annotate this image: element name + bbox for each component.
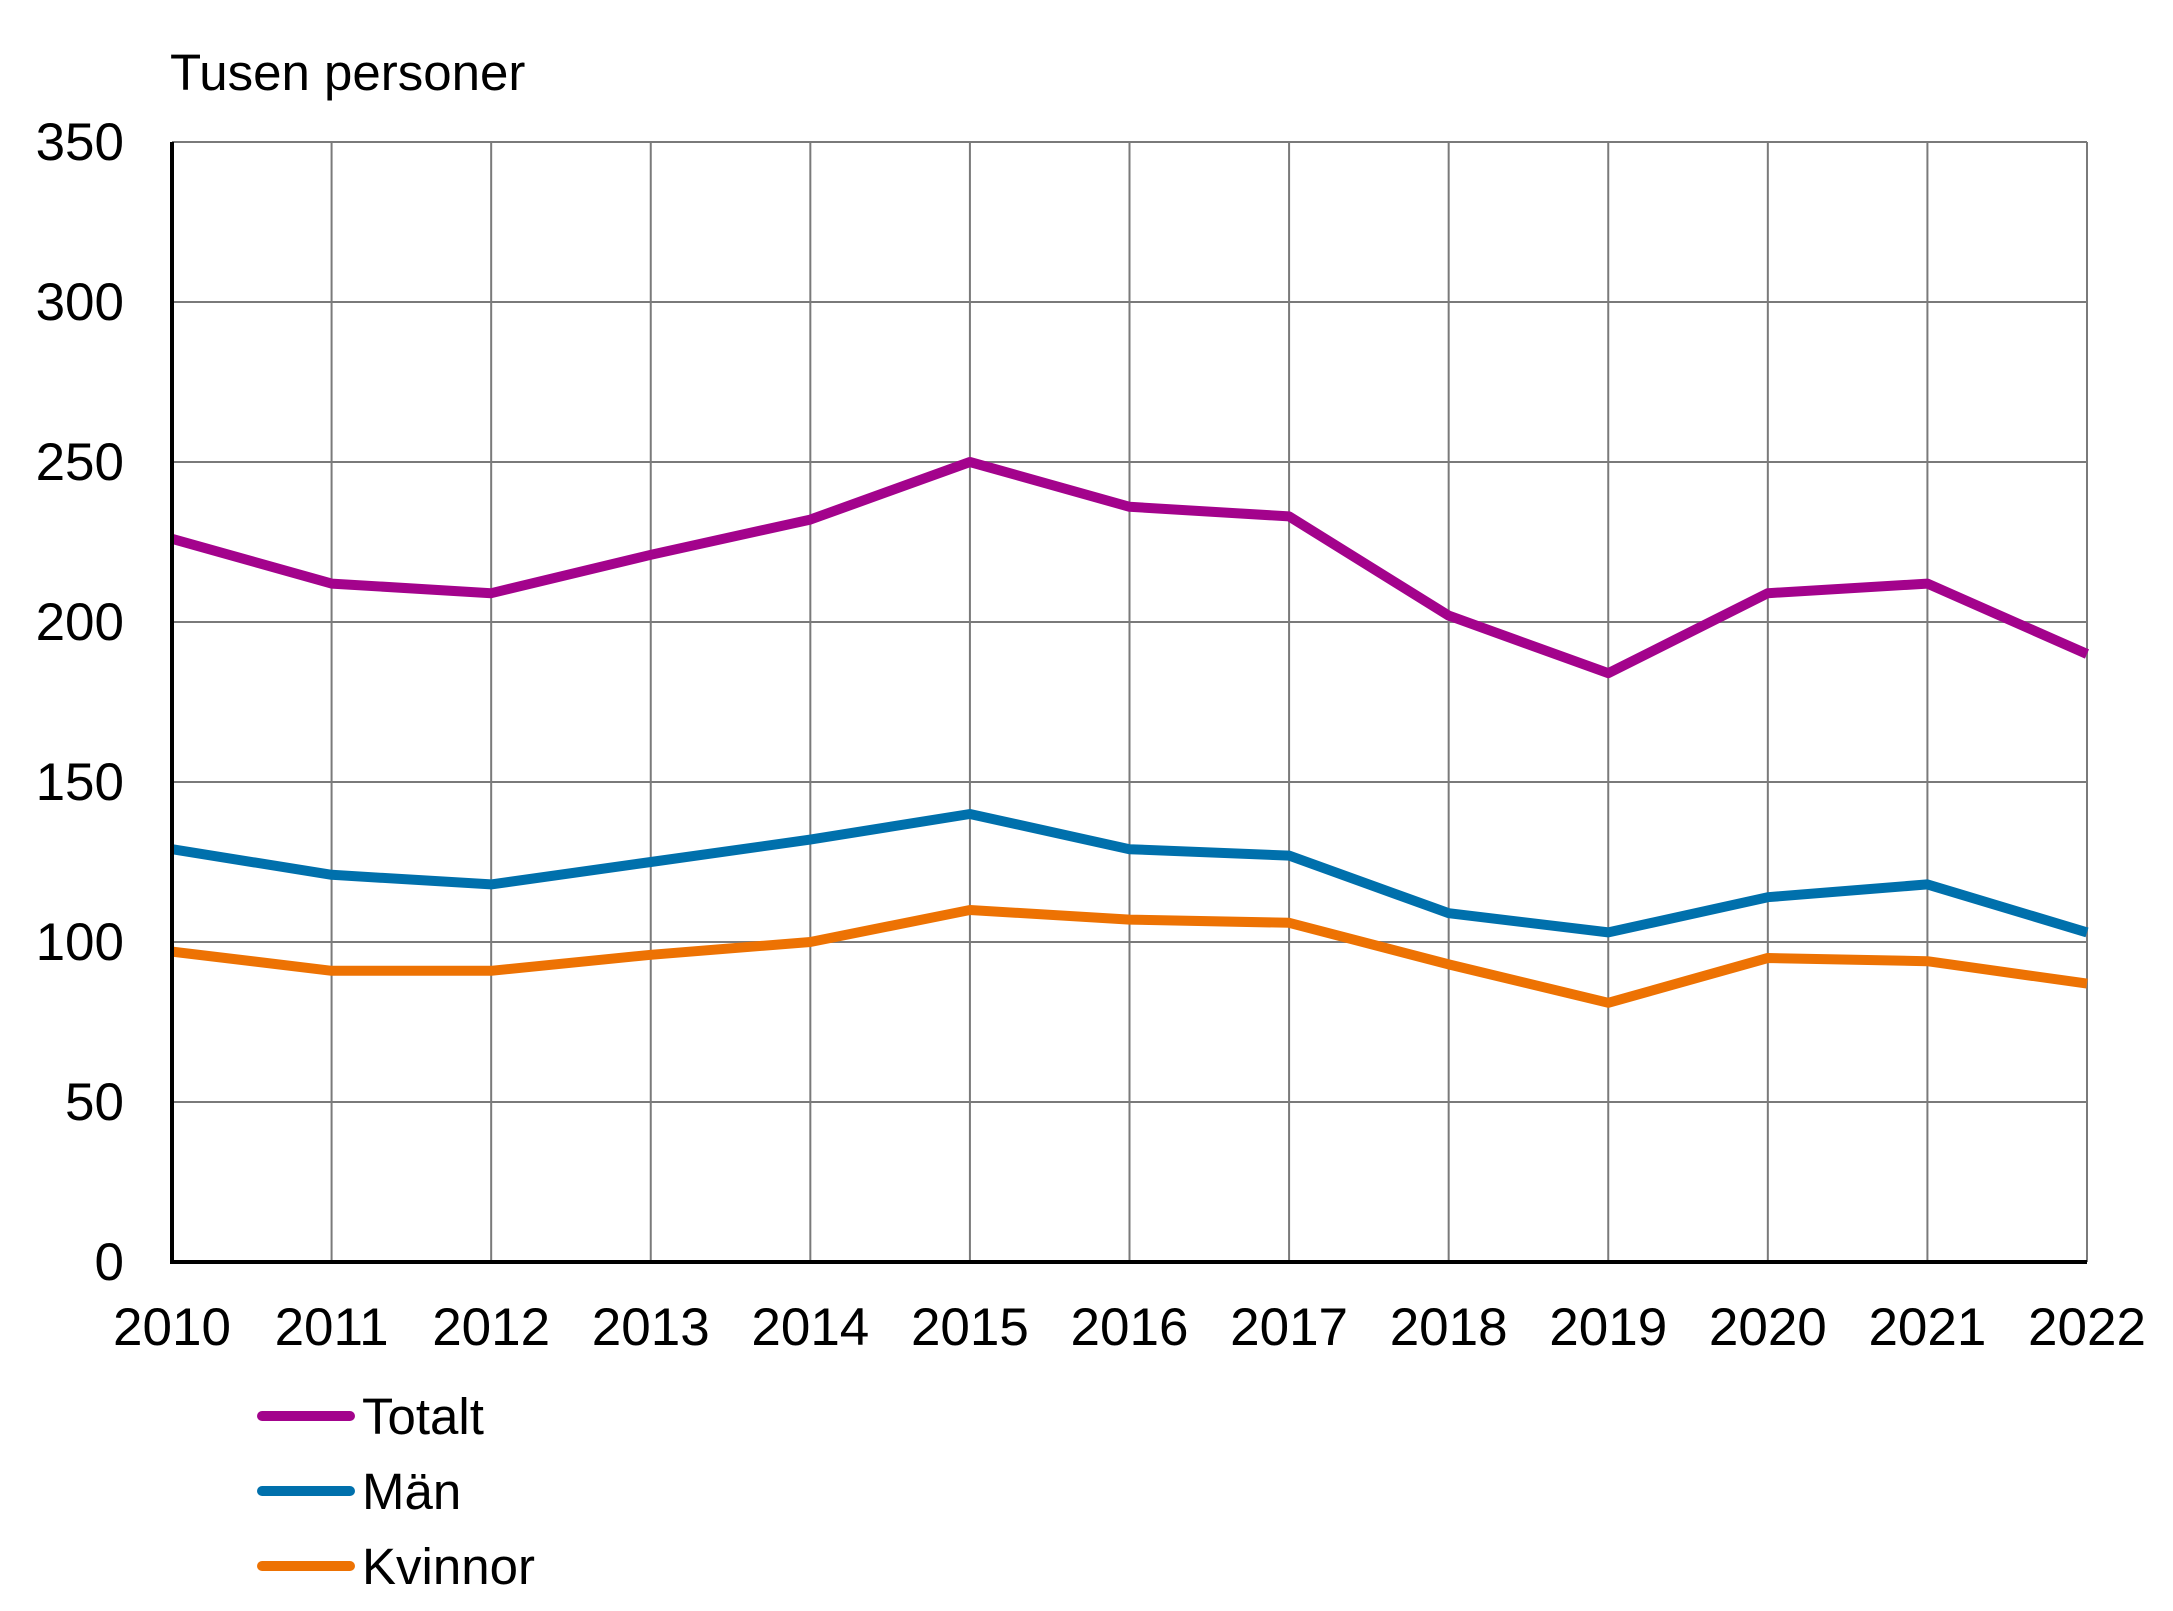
legend-item-kvinnor: Kvinnor	[257, 1538, 535, 1595]
y-tick-label: 250	[36, 433, 124, 492]
x-tick-label: 2012	[432, 1298, 550, 1357]
series-line-totalt	[170, 457, 2090, 679]
y-tick-label: 150	[36, 753, 124, 812]
x-tick-label: 2016	[1071, 1298, 1189, 1357]
series-line-män	[171, 809, 2089, 938]
y-tick-label: 350	[36, 113, 124, 172]
y-tick-label: 200	[36, 593, 124, 652]
legend-item-män: Män	[257, 1463, 461, 1520]
tick-labels: 0 50 100 150 200 250 300 350 2010 2011 2012 2013 201…	[36, 113, 2146, 1357]
x-tick-label: 2015	[911, 1298, 1029, 1357]
legend-label: Kvinnor	[362, 1538, 535, 1595]
x-tick-label: 2021	[1868, 1298, 1986, 1357]
x-tick-label: 2017	[1230, 1298, 1348, 1357]
x-tick-label: 2018	[1390, 1298, 1508, 1357]
y-axis-unit-label: Tusen personer	[170, 44, 525, 101]
legend: Totalt Män Kvinnor	[257, 1388, 535, 1595]
x-tick-label: 2013	[592, 1298, 710, 1357]
axes	[170, 142, 2087, 1264]
x-tick-label: 2020	[1709, 1298, 1827, 1357]
x-tick-label: 2019	[1549, 1298, 1667, 1357]
series-line-kvinnor	[171, 905, 2088, 1008]
legend-label: Män	[362, 1463, 461, 1520]
y-tick-label: 300	[36, 273, 124, 332]
legend-item-totalt: Totalt	[257, 1388, 484, 1445]
y-tick-label: 50	[65, 1073, 124, 1132]
x-tick-label: 2011	[275, 1298, 389, 1357]
series-lines	[170, 457, 2090, 1008]
y-tick-label: 0	[95, 1233, 124, 1292]
grid	[172, 141, 2088, 1262]
legend-label: Totalt	[362, 1388, 484, 1445]
x-tick-label: 2022	[2028, 1298, 2146, 1357]
x-tick-label: 2014	[751, 1298, 869, 1357]
y-tick-label: 100	[36, 913, 124, 972]
x-tick-label: 2010	[113, 1298, 231, 1357]
